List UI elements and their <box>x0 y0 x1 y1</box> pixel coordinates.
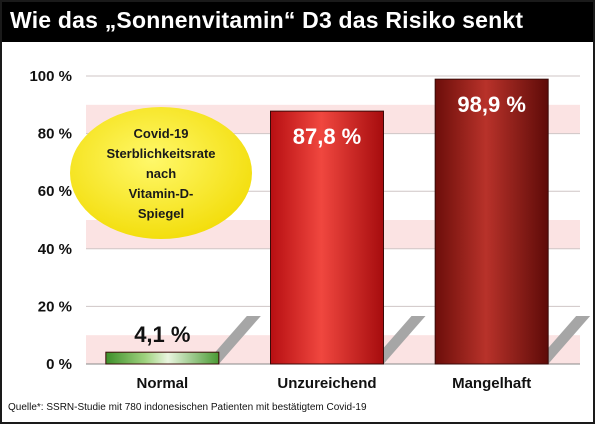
x-axis-labels: Normal Unzureichend Mangelhaft <box>136 375 531 392</box>
bar-mangelhaft <box>434 78 549 365</box>
bubble-line: Vitamin-D- <box>129 186 194 201</box>
bubble-line: Spiegel <box>138 206 184 221</box>
x-tick-label: Unzureichend <box>277 375 376 392</box>
y-tick-label: 100 % <box>29 68 72 85</box>
y-tick-label: 20 % <box>38 298 72 315</box>
source-note: Quelle*: SSRN-Studie mit 780 indonesisch… <box>8 402 367 413</box>
y-tick-label: 40 % <box>38 241 72 258</box>
bar-chart: 0 % 20 % 40 % 60 % 80 % 100 % 4,1 % 87,8 % 98,9… <box>29 68 591 392</box>
bar-normal <box>105 351 220 365</box>
bars <box>105 78 549 365</box>
value-label: 87,8 % <box>293 124 362 149</box>
x-tick-label: Mangelhaft <box>452 375 531 392</box>
x-tick-label: Normal <box>136 375 188 392</box>
bar-unzureichend <box>270 110 384 365</box>
y-tick-label: 80 % <box>38 126 72 143</box>
info-bubble: Covid-19 Sterblichkeitsrate nach Vitamin-D-… <box>70 107 252 239</box>
value-label: 4,1 % <box>134 322 190 347</box>
bubble-line: Covid-19 <box>134 126 189 141</box>
value-label: 98,9 % <box>457 92 526 117</box>
bubble-line: nach <box>146 166 176 181</box>
chart-title: Wie das „Sonnenvitamin“ D3 das Risiko se… <box>10 7 524 33</box>
bubble-ellipse <box>70 107 252 239</box>
bubble-line: Sterblichkeitsrate <box>106 146 215 161</box>
y-axis-ticks: 0 % 20 % 40 % 60 % 80 % 100 % <box>29 68 72 373</box>
y-tick-label: 60 % <box>38 183 72 200</box>
title-bar: Wie das „Sonnenvitamin“ D3 das Risiko se… <box>2 2 593 42</box>
value-labels: 4,1 % 87,8 % 98,9 % <box>134 92 526 347</box>
y-tick-label: 0 % <box>46 356 72 373</box>
